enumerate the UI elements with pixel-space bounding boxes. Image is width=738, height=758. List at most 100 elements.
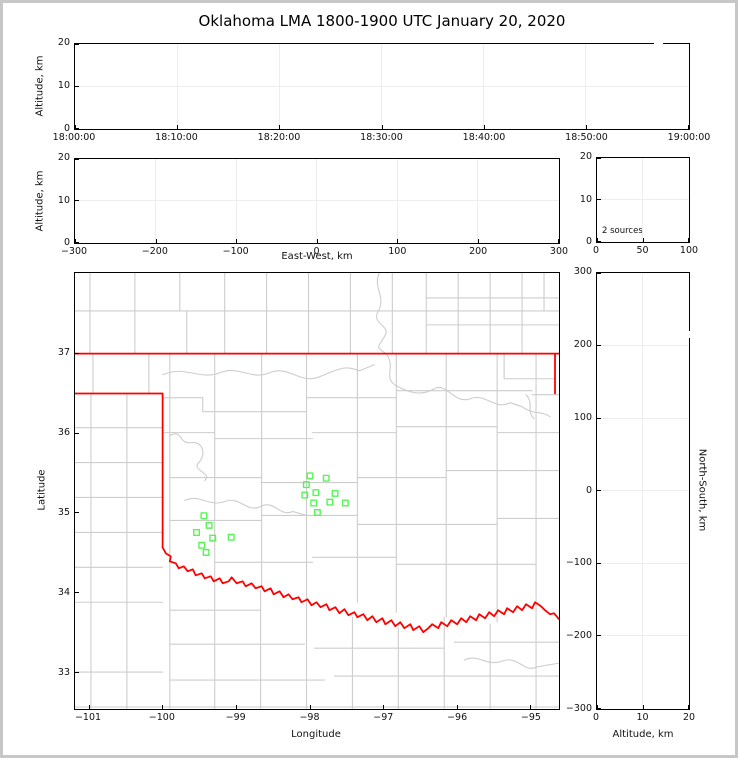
plan-view-map-panel [74, 272, 560, 710]
x-tick-label: −300 [60, 246, 88, 257]
x-tick-mark [75, 125, 76, 129]
ns-height-panel [596, 272, 690, 710]
lma-source-marker [202, 548, 210, 556]
x-tick-mark [236, 705, 237, 709]
x-tick-label: −97 [373, 712, 394, 723]
lma-source-marker [341, 499, 349, 507]
source-count-annotation: 2 sources [602, 226, 643, 236]
y-tick-label: 35 [57, 506, 70, 518]
lma-source-marker [322, 474, 330, 482]
y-tick-label: 10 [57, 80, 70, 91]
altitude-histogram-panel: 2 sources [596, 157, 690, 243]
time-height-panel [74, 43, 690, 130]
x-tick-mark [88, 705, 90, 709]
state-boundary-red-river [161, 546, 559, 634]
gridline [483, 44, 485, 129]
y-tick-mark [75, 591, 79, 593]
y-tick-label: 10 [57, 194, 70, 206]
x-tick-label: 200 [469, 246, 488, 257]
x-tick-mark [642, 238, 644, 242]
border-notch-right [687, 331, 691, 338]
gridline [597, 345, 689, 346]
x-tick-label: 0 [313, 246, 320, 257]
lma-sources-layer [193, 472, 349, 556]
x-tick-mark [75, 239, 76, 243]
y-tick-mark [597, 199, 601, 200]
border-notch-top [654, 42, 663, 45]
lma-source-marker [326, 498, 334, 506]
state-boundary [75, 352, 559, 549]
x-tick-mark [397, 239, 398, 243]
x-tick-label: −101 [74, 712, 102, 723]
y-tick-mark [597, 272, 601, 274]
x-tick-label: 18:50:00 [565, 132, 608, 143]
lma-source-marker [312, 489, 320, 497]
y-tick-label: 0 [63, 237, 70, 248]
y-tick-mark [597, 417, 601, 419]
y-tick-label: 37 [57, 346, 70, 358]
y-tick-mark [597, 562, 601, 564]
y-tick-label: 33 [57, 666, 70, 678]
y-tick-mark [75, 352, 79, 354]
x-tick-label: −98 [299, 712, 320, 723]
map-ylabel: Latitude [36, 469, 48, 511]
gridline [75, 85, 689, 87]
gridline [597, 199, 689, 200]
x-tick-mark [456, 705, 458, 709]
gridline [396, 159, 398, 243]
lma-source-marker [313, 509, 321, 517]
y-tick-label: 0 [585, 484, 592, 496]
gridline [235, 159, 237, 243]
y-tick-mark [597, 490, 601, 491]
map-xlabel: Longitude [291, 729, 341, 740]
x-tick-label: 18:10:00 [155, 132, 198, 143]
lma-source-marker [306, 472, 314, 480]
gridline [75, 200, 559, 201]
y-tick-mark [597, 240, 601, 242]
lma-source-marker [200, 512, 208, 520]
x-tick-mark [236, 239, 237, 243]
y-tick-mark [597, 157, 601, 159]
x-tick-mark [381, 125, 383, 129]
x-tick-mark [642, 705, 644, 709]
y-tick-label: −300 [565, 703, 592, 714]
x-tick-mark [585, 125, 587, 129]
y-tick-label: 34 [57, 586, 70, 598]
y-tick-label: 10 [579, 193, 592, 205]
x-tick-label: −95 [520, 712, 541, 723]
ew-panel-ylabel: Altitude, km [34, 170, 46, 232]
x-tick-label: −200 [141, 246, 168, 257]
x-tick-label: 18:40:00 [462, 132, 506, 143]
x-tick-label: −100 [148, 712, 175, 723]
y-tick-label: −100 [565, 557, 592, 569]
gridline [278, 44, 280, 129]
y-tick-mark [75, 512, 79, 514]
gridline [597, 562, 689, 564]
x-tick-label: 50 [636, 245, 649, 256]
lma-source-marker [331, 489, 339, 497]
lma-source-marker [193, 529, 201, 536]
y-tick-mark [75, 158, 79, 160]
x-tick-label: 100 [679, 245, 699, 256]
y-tick-label: 36 [57, 426, 70, 438]
y-tick-mark [75, 127, 79, 129]
ns-panel-xlabel: Altitude, km [612, 729, 674, 740]
gridline [642, 273, 643, 709]
x-tick-mark [383, 705, 385, 709]
x-tick-mark [558, 239, 559, 243]
y-tick-label: 0 [63, 123, 70, 134]
y-tick-mark [75, 85, 79, 87]
y-tick-mark [75, 43, 79, 45]
ew-height-panel [74, 158, 560, 244]
lma-source-marker [310, 499, 318, 507]
x-tick-label: 19:00:00 [667, 132, 711, 143]
gridline [155, 159, 156, 243]
y-tick-label: 20 [579, 151, 592, 162]
y-tick-mark [75, 432, 79, 434]
gridline [381, 44, 382, 129]
x-tick-mark [279, 125, 281, 129]
x-tick-label: −100 [222, 246, 249, 257]
y-tick-mark [75, 200, 79, 201]
y-tick-label: 0 [585, 236, 592, 247]
lma-source-marker [205, 521, 213, 529]
